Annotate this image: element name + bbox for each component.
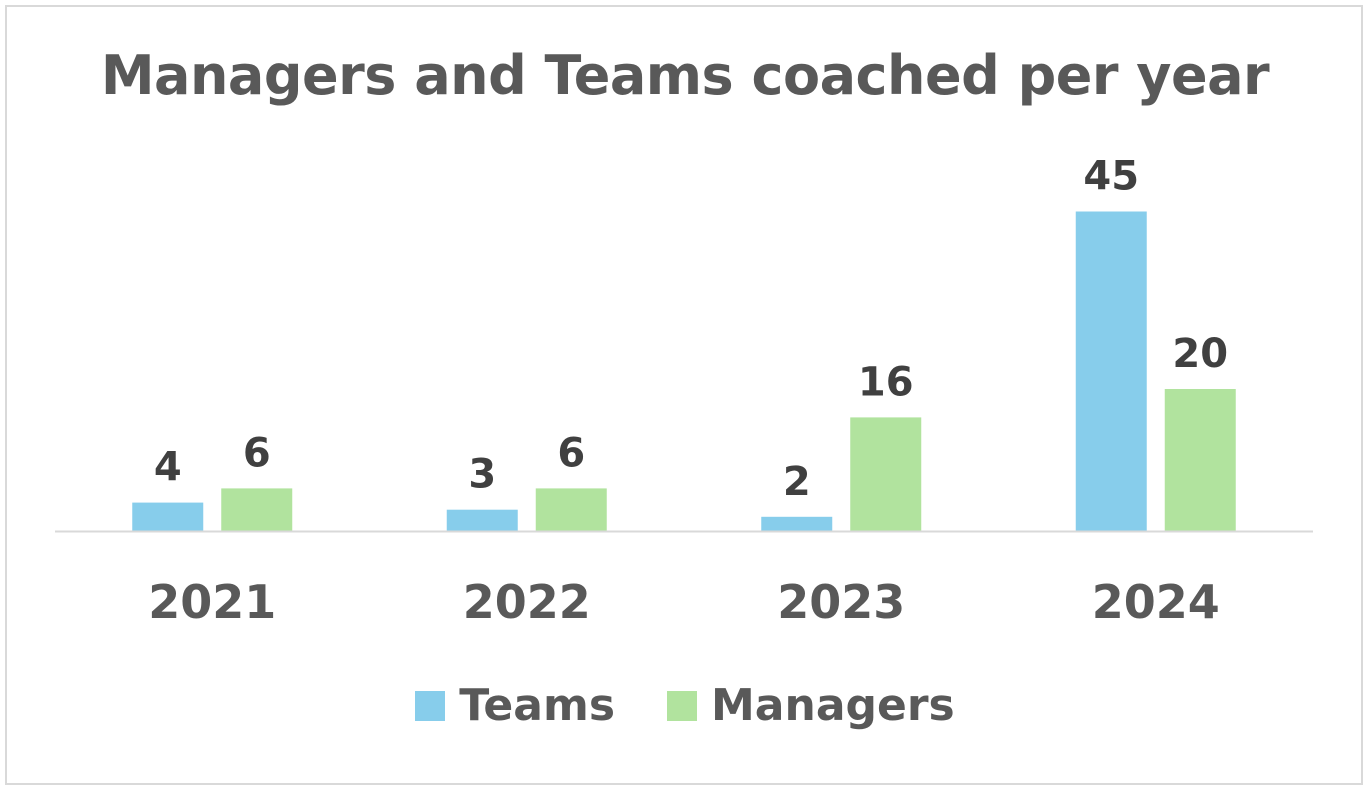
legend-item-teams: Teams (415, 680, 615, 731)
legend-swatch-teams (415, 690, 446, 721)
data-label-teams-2023: 2 (783, 459, 811, 505)
legend-label-teams: Teams (459, 680, 616, 731)
data-label-managers-2024: 20 (1172, 331, 1228, 377)
bar-managers-2023 (850, 417, 922, 531)
legend-swatch-managers (667, 690, 698, 721)
data-label-teams-2022: 3 (468, 452, 496, 498)
bar-managers-2024 (1164, 389, 1236, 531)
bar-teams-2023 (761, 516, 833, 531)
legend: Teams Managers (0, 680, 1370, 731)
x-tick-label-2022: 2022 (463, 575, 591, 629)
data-label-managers-2021: 6 (243, 430, 271, 476)
x-tick-label-2024: 2024 (1092, 575, 1220, 629)
data-label-teams-2021: 4 (154, 445, 182, 491)
data-label-teams-2024: 45 (1083, 154, 1139, 200)
bar-managers-2022 (535, 488, 607, 531)
data-label-managers-2022: 6 (557, 430, 585, 476)
bar-teams-2022 (446, 509, 518, 531)
x-tick-label-2023: 2023 (777, 575, 905, 629)
chart-title: Managers and Teams coached per year (100, 44, 1270, 107)
data-label-managers-2023: 16 (858, 359, 914, 405)
x-tick-label-2021: 2021 (148, 575, 276, 629)
legend-label-managers: Managers (711, 680, 955, 731)
legend-item-managers: Managers (667, 680, 955, 731)
bar-managers-2021 (221, 488, 293, 531)
bar-teams-2024 (1075, 211, 1147, 531)
bar-teams-2021 (132, 502, 204, 531)
